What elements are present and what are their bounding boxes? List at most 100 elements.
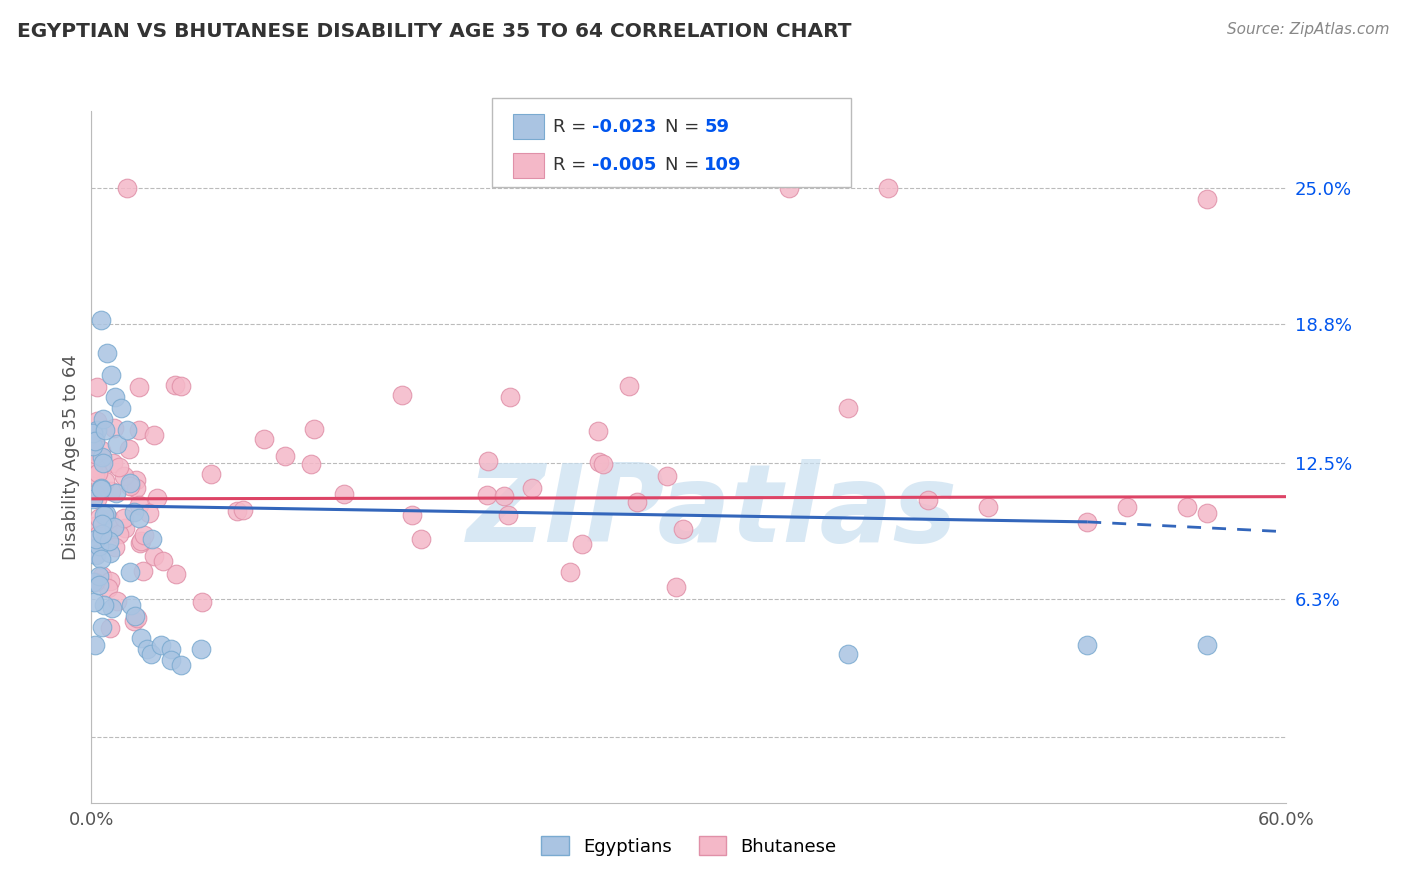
Egyptians: [91, 527, 114, 541]
Bhutanese: [114, 521, 136, 535]
Bhutanese: [232, 502, 254, 516]
Bhutanese: [252, 433, 274, 447]
Egyptians: [87, 577, 110, 591]
Egyptians: [160, 642, 183, 657]
Bhutanese: [1195, 192, 1218, 206]
Egyptians: [105, 437, 128, 451]
Bhutanese: [145, 491, 167, 506]
Bhutanese: [128, 424, 150, 438]
Bhutanese: [200, 467, 222, 481]
Egyptians: [94, 423, 117, 437]
Egyptians: [103, 519, 125, 533]
Bhutanese: [588, 455, 610, 469]
Bhutanese: [672, 522, 695, 536]
Bhutanese: [520, 481, 543, 495]
Bhutanese: [108, 460, 131, 475]
Bhutanese: [107, 527, 129, 541]
Egyptians: [136, 642, 159, 657]
Bhutanese: [98, 622, 121, 636]
Bhutanese: [103, 456, 125, 470]
Egyptians: [115, 423, 138, 437]
Egyptians: [1076, 638, 1098, 652]
Bhutanese: [225, 504, 247, 518]
Text: R =: R =: [553, 156, 592, 174]
Egyptians: [110, 401, 132, 415]
Egyptians: [128, 511, 150, 525]
Bhutanese: [86, 380, 108, 394]
Bhutanese: [91, 569, 114, 583]
Bhutanese: [104, 540, 127, 554]
Bhutanese: [131, 533, 153, 548]
Bhutanese: [128, 380, 150, 394]
Bhutanese: [89, 526, 111, 541]
Text: Source: ZipAtlas.com: Source: ZipAtlas.com: [1226, 22, 1389, 37]
Egyptians: [190, 642, 212, 657]
Egyptians: [160, 653, 183, 667]
Egyptians: [104, 390, 127, 404]
Bhutanese: [401, 508, 423, 522]
Bhutanese: [976, 500, 998, 514]
Egyptians: [124, 609, 146, 624]
Bhutanese: [165, 566, 187, 581]
Egyptians: [141, 647, 162, 661]
Egyptians: [90, 313, 112, 327]
Bhutanese: [571, 537, 593, 551]
Egyptians: [83, 595, 105, 609]
Egyptians: [84, 532, 107, 546]
Bhutanese: [1195, 506, 1218, 520]
Egyptians: [93, 411, 115, 425]
Bhutanese: [301, 457, 323, 471]
Text: EGYPTIAN VS BHUTANESE DISABILITY AGE 35 TO 64 CORRELATION CHART: EGYPTIAN VS BHUTANESE DISABILITY AGE 35 …: [17, 22, 852, 41]
Bhutanese: [1116, 500, 1139, 514]
Egyptians: [82, 575, 104, 590]
Egyptians: [82, 491, 104, 506]
Egyptians: [98, 546, 121, 560]
Bhutanese: [112, 469, 135, 483]
Bhutanese: [411, 532, 433, 546]
Text: R =: R =: [553, 118, 592, 136]
Bhutanese: [128, 498, 150, 512]
Egyptians: [90, 551, 112, 566]
Egyptians: [91, 456, 114, 470]
Bhutanese: [90, 450, 112, 465]
Bhutanese: [142, 549, 165, 563]
Egyptians: [118, 475, 141, 490]
Bhutanese: [97, 581, 120, 595]
Bhutanese: [477, 453, 499, 467]
Bhutanese: [84, 460, 107, 475]
Egyptians: [104, 486, 127, 500]
Bhutanese: [86, 413, 108, 427]
Bhutanese: [665, 580, 688, 594]
Bhutanese: [498, 390, 520, 404]
Bhutanese: [626, 495, 648, 509]
Bhutanese: [619, 379, 641, 393]
Bhutanese: [120, 479, 142, 493]
Bhutanese: [558, 565, 581, 579]
Bhutanese: [586, 424, 609, 438]
Bhutanese: [125, 473, 148, 487]
Bhutanese: [100, 484, 122, 499]
Bhutanese: [917, 492, 939, 507]
Bhutanese: [273, 449, 295, 463]
Egyptians: [101, 601, 124, 615]
Text: ZIPatlas: ZIPatlas: [467, 459, 959, 566]
Bhutanese: [333, 486, 356, 500]
Egyptians: [129, 631, 152, 645]
Egyptians: [100, 368, 122, 382]
Bhutanese: [152, 554, 174, 568]
Bhutanese: [496, 508, 519, 523]
Bhutanese: [84, 547, 107, 561]
Bhutanese: [1076, 515, 1098, 529]
Bhutanese: [837, 401, 859, 415]
Egyptians: [170, 657, 193, 672]
Egyptians: [87, 569, 110, 583]
Egyptians: [94, 507, 117, 521]
Egyptians: [84, 638, 107, 652]
Bhutanese: [592, 457, 614, 471]
Egyptians: [86, 423, 108, 437]
Egyptians: [118, 566, 141, 580]
Egyptians: [90, 481, 112, 495]
Text: N =: N =: [665, 156, 704, 174]
Bhutanese: [84, 487, 107, 501]
Egyptians: [84, 434, 107, 449]
